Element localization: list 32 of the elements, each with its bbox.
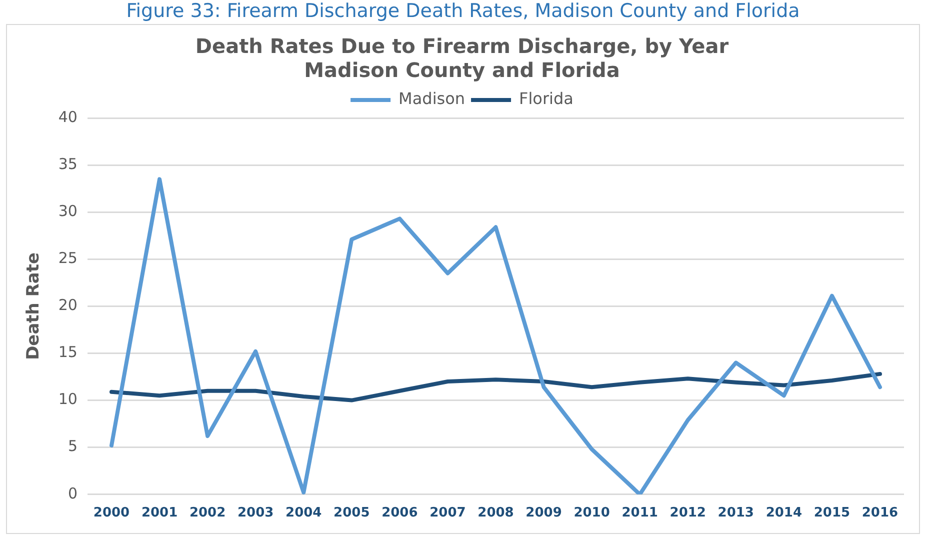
y-tick-label: 30	[58, 202, 78, 220]
x-tick-label: 2015	[814, 506, 850, 521]
x-tick-label: 2012	[670, 506, 706, 521]
caption: Figure 33: Firearm Discharge Death Rates, Madison County and Florida	[125, 0, 801, 22]
y-tick-label: 35	[58, 154, 78, 173]
text: Death Rates Due to Firearm Discharge, by Year	[195, 34, 729, 58]
x-tick-label: 2002	[189, 506, 226, 521]
x-tick-label: 2006	[382, 506, 418, 521]
x-tick-label: 2008	[478, 506, 514, 521]
y-tick-label: 40	[58, 108, 78, 126]
legend-label: Madison	[398, 89, 466, 108]
x-tick-label: 2003	[238, 506, 274, 521]
legend-label: Florida	[519, 89, 574, 108]
y-tick-label: 5	[68, 437, 78, 456]
x-tick-label: 2013	[718, 506, 754, 521]
x-tick-label: 2014	[766, 506, 802, 521]
x-tick-label: 2004	[286, 506, 322, 521]
y-tick-label: 10	[58, 390, 78, 408]
x-tick-label: 2005	[334, 506, 370, 521]
x-tick-label: 2016	[862, 506, 898, 521]
text: Madison County and Florida	[304, 58, 620, 82]
y-tick-label: 25	[58, 249, 78, 268]
y-tick-label: 20	[58, 296, 78, 314]
y-axis-title: Death Rate	[24, 252, 44, 360]
y-tick-label: 0	[68, 484, 78, 502]
x-tick-label: 2010	[574, 506, 610, 521]
x-tick-label: 2011	[622, 506, 658, 521]
x-tick-label: 2007	[430, 506, 466, 521]
x-tick-label: 2000	[93, 506, 130, 521]
x-tick-label: 2001	[141, 506, 178, 521]
y-tick-label: 15	[58, 343, 78, 362]
x-tick-label: 2009	[526, 506, 562, 521]
